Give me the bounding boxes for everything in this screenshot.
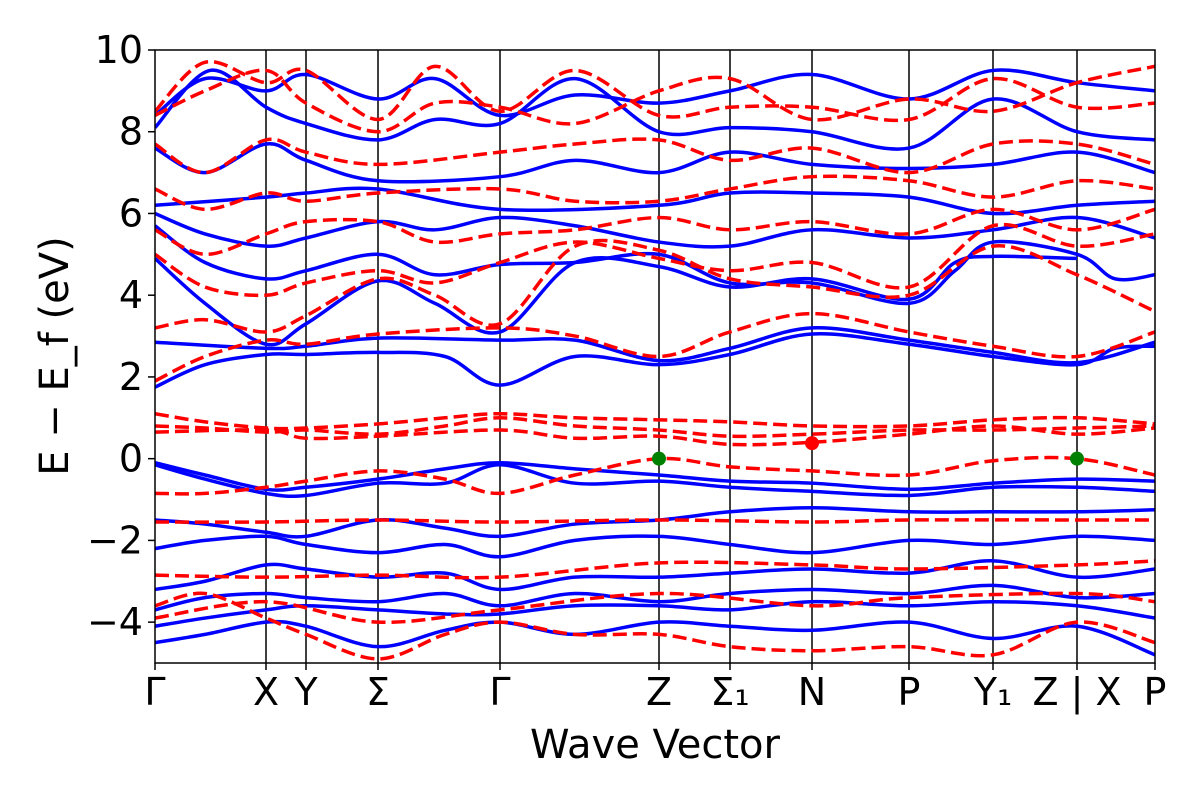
- dashed-band-line: [155, 207, 1155, 257]
- kpoint-label: Z | X: [1032, 670, 1121, 715]
- y-tick-label: 2: [119, 355, 143, 399]
- plot-frame: [154, 49, 1156, 664]
- kpoint-label: Z: [646, 670, 672, 714]
- solid-band-line: [155, 142, 1155, 184]
- dashed-band-line: [155, 411, 1155, 431]
- x-axis-ticks: Γ X Y Σ Γ Z Σ₁ N P Y₁ Z | X P: [144, 663, 1166, 715]
- solid-band-line: [155, 211, 1155, 249]
- y-tick-label: 0: [119, 437, 143, 481]
- dashed-band-line: [155, 591, 1155, 625]
- kpoint-label: X: [253, 670, 279, 714]
- y-axis-label: E − E_f (eV): [32, 236, 78, 475]
- kpoint-label: Γ: [489, 670, 510, 714]
- kpoint-label: Σ₁: [710, 670, 749, 714]
- solid-band-line: [155, 332, 1155, 389]
- solid-band-line: [155, 461, 1155, 492]
- solid-band-line: [155, 599, 1155, 628]
- y-tick-label: 6: [119, 191, 143, 235]
- solid-band-line: [155, 619, 1155, 657]
- kpoint-label: Σ: [366, 670, 390, 714]
- extremum-marker: [1070, 451, 1084, 466]
- solid-band-line: [155, 186, 1155, 216]
- solid-band-line: [155, 559, 1155, 592]
- kpoint-label: Y: [293, 670, 318, 714]
- dashed-band-line: [155, 591, 1155, 661]
- solid-band-line: [155, 224, 1155, 306]
- dashed-band-line: [155, 64, 1155, 134]
- solid-band-line: [155, 463, 1155, 499]
- kpoint-label: P: [898, 670, 921, 714]
- dashed-band-line: [155, 311, 1155, 383]
- dashed-band-line: [155, 455, 1155, 496]
- kpoint-label: Y₁: [973, 670, 1012, 714]
- y-tick-label: 4: [119, 273, 143, 317]
- solid-band-line: [155, 583, 1155, 612]
- dashed-band-line: [155, 416, 1155, 439]
- y-tick-label: −4: [87, 600, 143, 644]
- extremum-markers: [652, 436, 1084, 466]
- dashed-band-line: [155, 137, 1155, 175]
- kpoint-label: Γ: [144, 670, 165, 714]
- y-tick-label: 10: [95, 28, 143, 72]
- solid-band-line: [155, 534, 1155, 559]
- extremum-marker: [805, 436, 819, 451]
- x-axis-label: Wave Vector: [530, 722, 781, 768]
- kpoint-label: P: [1144, 670, 1167, 714]
- solid-band-line: [155, 326, 1155, 365]
- dashed-band-line: [155, 238, 1155, 334]
- band-lines: [155, 59, 1155, 661]
- solid-band-line: [155, 254, 1078, 347]
- y-axis-ticks: −4 −2 0 2 4 6 8 10: [87, 28, 155, 644]
- kpoint-label: N: [798, 670, 826, 714]
- y-tick-label: 8: [119, 110, 143, 154]
- dashed-band-line: [155, 59, 1155, 123]
- extremum-marker: [652, 451, 666, 466]
- dashed-band-line: [155, 559, 1155, 580]
- solid-band-line: [155, 68, 1155, 151]
- dashed-band-line: [155, 518, 1155, 524]
- y-tick-label: −2: [87, 518, 143, 562]
- dashed-band-line: [155, 424, 1155, 447]
- dashed-band-line: [155, 222, 1155, 298]
- dashed-band-line: [155, 174, 1155, 212]
